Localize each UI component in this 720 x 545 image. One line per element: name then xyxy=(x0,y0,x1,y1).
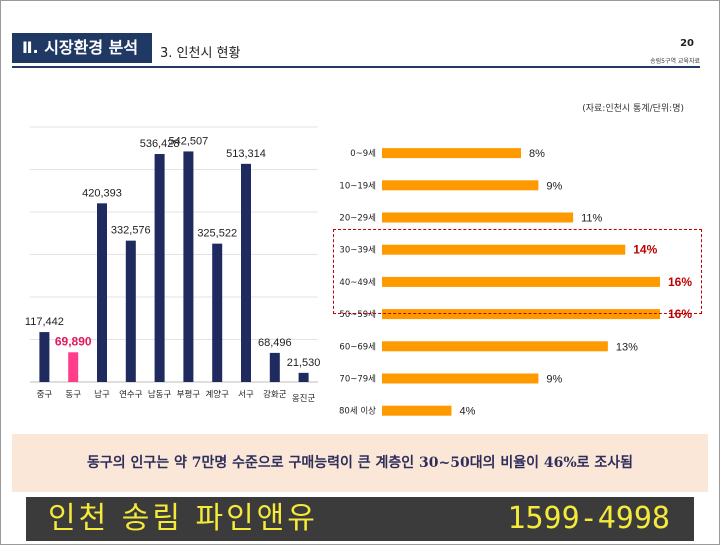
population-bar xyxy=(183,151,194,382)
age-bar xyxy=(382,309,660,320)
age-bar xyxy=(382,341,608,352)
age-group-label: 0~9세 xyxy=(350,149,376,159)
page-number: 20 xyxy=(680,38,694,49)
district-label: 남구 xyxy=(94,390,110,400)
population-value-label: 69,890 xyxy=(55,334,92,348)
population-value-label: 332,576 xyxy=(111,225,151,237)
age-share-label: 14% xyxy=(633,243,657,257)
population-bar xyxy=(298,372,309,382)
source-note: (자료:인천시 통계/단위:명) xyxy=(582,104,684,114)
population-bar xyxy=(154,154,165,382)
age-group-label: 80세 이상 xyxy=(339,406,376,417)
age-share-label: 9% xyxy=(546,374,562,386)
footer-banner: 인천 송림 파인앤유 1599-4998 xyxy=(26,497,694,541)
population-value-label: 117,442 xyxy=(25,316,64,328)
district-label: 동구 xyxy=(65,390,81,400)
age-bar xyxy=(382,148,521,159)
age-share-label: 16% xyxy=(668,275,692,289)
population-bar xyxy=(241,163,251,382)
district-label: 옹진군 xyxy=(292,393,316,404)
age-group-label: 20~29세 xyxy=(339,214,376,224)
age-bar xyxy=(382,212,574,223)
population-bar xyxy=(97,203,107,382)
district-label: 남동구 xyxy=(148,390,172,400)
page-note: 송림5구역 교육자료 xyxy=(650,58,700,65)
page-subtitle: 3. 인천시 현황 xyxy=(160,46,241,61)
age-group-label: 30~39세 xyxy=(339,246,376,256)
age-bar xyxy=(382,405,452,416)
district-label: 연수구 xyxy=(119,390,143,400)
section-title: Ⅱ. 시장환경 분석 xyxy=(12,33,152,63)
age-share-label: 16% xyxy=(668,307,692,321)
age-share-label: 4% xyxy=(460,406,476,418)
age-group-label: 70~79세 xyxy=(339,375,376,385)
age-group-label: 40~49세 xyxy=(339,278,376,288)
header-divider xyxy=(12,66,700,68)
district-label: 계양구 xyxy=(205,389,229,400)
population-bar xyxy=(212,243,223,382)
population-value-label: 68,496 xyxy=(258,337,292,349)
district-label: 서구 xyxy=(238,390,254,400)
age-bar xyxy=(382,276,660,287)
age-group-label: 10~19세 xyxy=(339,181,376,191)
age-highlight-box xyxy=(333,229,702,314)
age-group-label: 60~69세 xyxy=(339,342,376,352)
population-value-label: 325,522 xyxy=(197,228,237,240)
age-bar xyxy=(382,180,539,191)
summary-text: 동구의 인구는 약 7만명 수준으로 구매능력이 큰 계층인 30~50대의 비… xyxy=(12,434,708,492)
population-value-label: 21,530 xyxy=(287,357,321,369)
population-bar xyxy=(68,352,79,382)
age-share-label: 11% xyxy=(581,213,602,225)
age-share-label: 13% xyxy=(616,341,638,353)
charts-canvas: 117,442 중구 69,890 동구 420,393 남구 332,576 연수구 536,… xyxy=(25,126,692,418)
footer-brand: 인천 송림 파인앤유 xyxy=(48,501,318,536)
district-label: 강화군 xyxy=(263,389,287,400)
population-bar xyxy=(125,240,136,382)
age-bar xyxy=(382,244,626,255)
footer-phone: 1599-4998 xyxy=(507,501,670,536)
population-bar xyxy=(39,332,50,382)
population-value-label: 420,393 xyxy=(82,187,122,199)
age-share-label: 8% xyxy=(529,148,545,160)
district-label: 중구 xyxy=(37,390,53,400)
age-share-label: 9% xyxy=(546,180,562,192)
age-group-label: 50~59세 xyxy=(339,310,376,320)
population-value-label: 536,428 xyxy=(140,138,180,150)
population-bar xyxy=(269,352,280,382)
population-value-label: 513,314 xyxy=(226,148,266,160)
population-value-label: 542,507 xyxy=(169,135,209,147)
age-bar xyxy=(382,373,539,384)
district-label: 부평구 xyxy=(177,389,201,400)
